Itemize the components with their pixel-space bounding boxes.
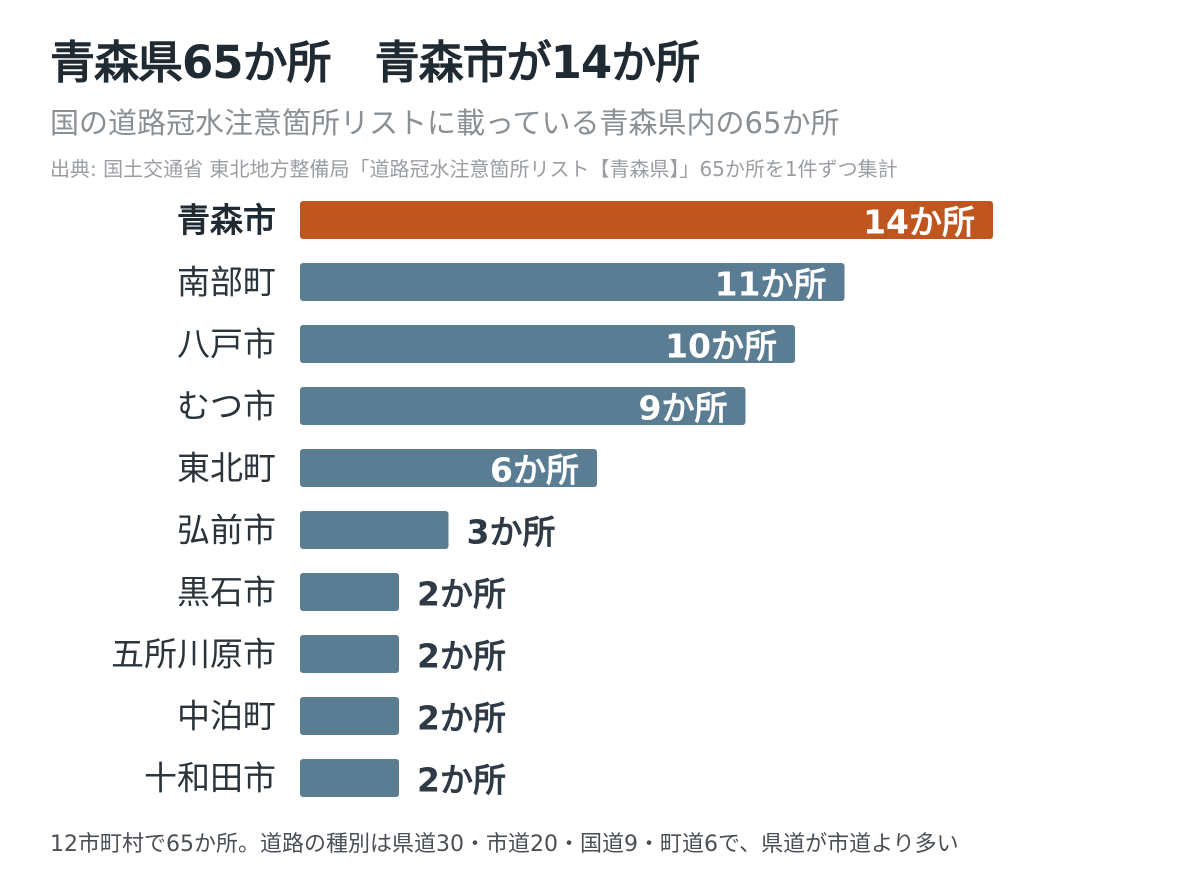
category-label: 十和田市	[144, 759, 276, 798]
bar-3	[300, 325, 795, 363]
value-label: 9か所	[639, 389, 728, 428]
bar-4	[300, 387, 746, 425]
footnote: 12市町村で65か所。道路の種別は県道30・市道20・国道9・町道6で、県道が市…	[50, 832, 959, 857]
category-label: 東北町	[177, 449, 276, 488]
value-label: 3か所	[467, 513, 556, 552]
source-note: 出典: 国土交通省 東北地方整備局「道路冠水注意箇所リスト【青森県】」65か所を…	[50, 157, 898, 181]
value-label: 6か所	[490, 451, 579, 490]
bar-1	[300, 201, 993, 239]
value-label: 11か所	[715, 265, 827, 304]
bar-9	[300, 697, 399, 735]
value-label: 10か所	[665, 327, 777, 366]
category-label: 中泊町	[177, 697, 276, 736]
category-label: 弘前市	[177, 511, 276, 550]
bar-5	[300, 449, 597, 487]
value-label: 14か所	[863, 203, 975, 242]
value-label: 2か所	[417, 575, 506, 614]
category-label: 八戸市	[177, 325, 276, 364]
category-label: 南部町	[177, 263, 276, 302]
category-label: 五所川原市	[111, 635, 276, 674]
bar-2	[300, 263, 845, 301]
value-label: 2か所	[417, 699, 506, 738]
value-label: 2か所	[417, 761, 506, 800]
category-label: 黒石市	[177, 573, 276, 612]
chart-title: 青森県65か所 青森市が14か所	[50, 36, 700, 89]
bar-6	[300, 511, 449, 549]
bar-7	[300, 573, 399, 611]
category-label: 青森市	[177, 201, 276, 240]
bar-10	[300, 759, 399, 797]
chart-subtitle: 国の道路冠水注意箇所リストに載っている青森県内の65か所	[50, 106, 840, 140]
value-label: 2か所	[417, 637, 506, 676]
category-label: むつ市	[177, 387, 276, 426]
bar-8	[300, 635, 399, 673]
